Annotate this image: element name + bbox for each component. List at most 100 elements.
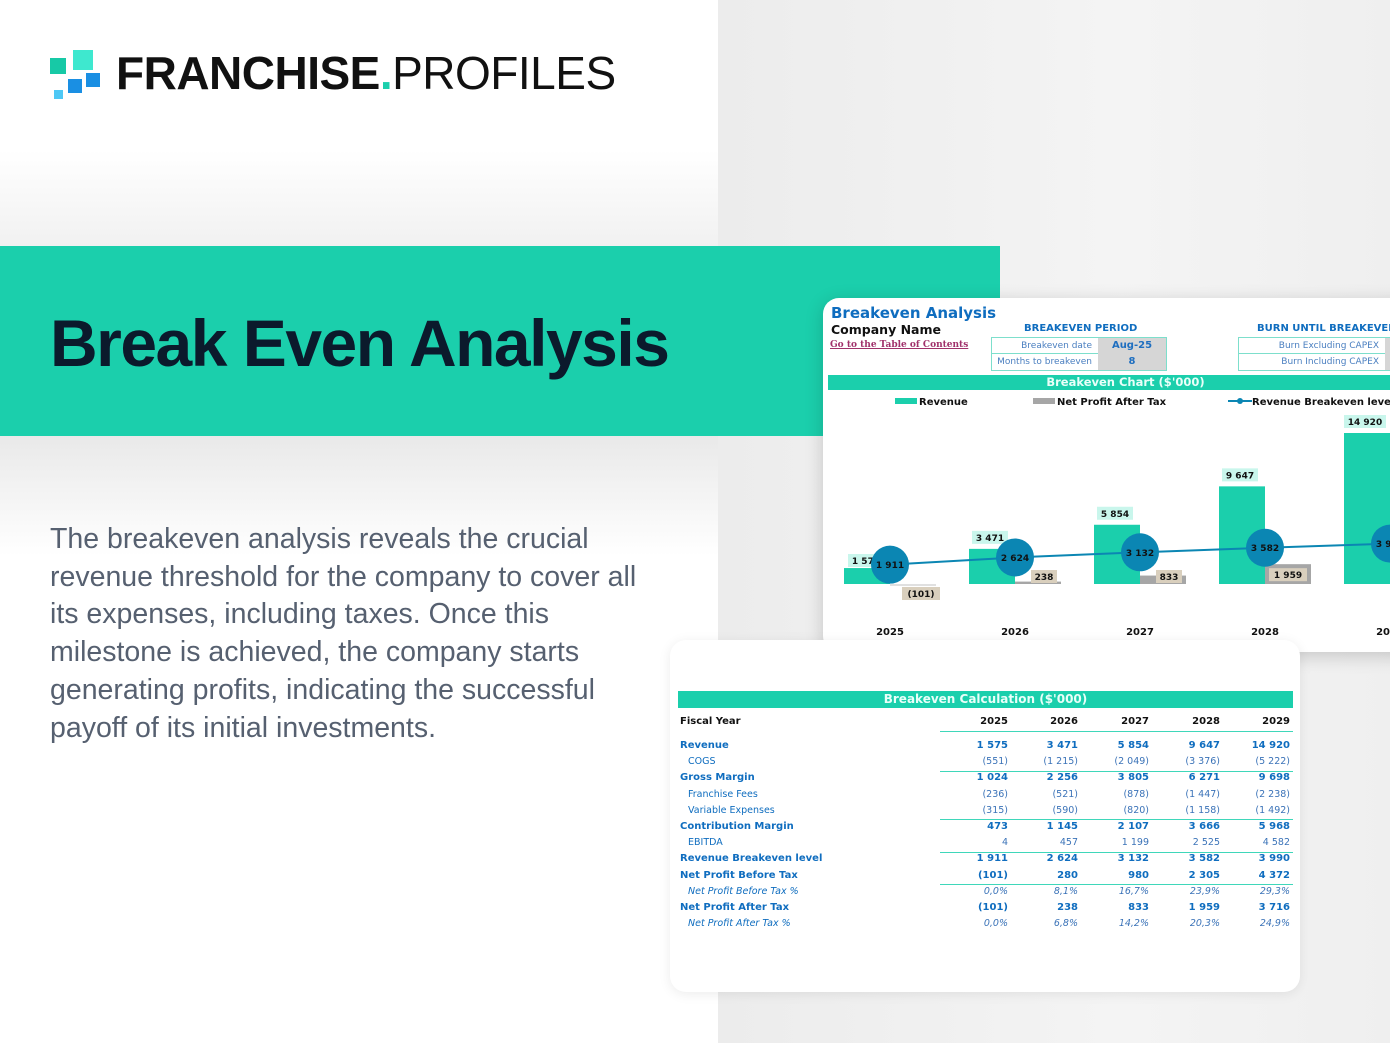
revenue-data-label: 5 854 xyxy=(1101,510,1129,520)
row-label: Revenue xyxy=(680,740,729,751)
breakeven-table: Fiscal Year 2025 2026 2027 2028 2029 Revenue 1 … xyxy=(670,640,1300,992)
row-label: EBITDA xyxy=(688,837,723,849)
cell-value: 14,2% xyxy=(1118,918,1149,930)
cell-value: 3 805 xyxy=(1117,772,1149,784)
cell-value: (551) xyxy=(982,756,1008,768)
cell-value: 2026 xyxy=(1050,716,1078,727)
table-row: EBITDA 4 457 1 199 2 525 4 582 xyxy=(680,835,1293,851)
net-profit-data-label: (101) xyxy=(907,590,934,600)
x-tick-label: 2029 xyxy=(1376,627,1390,638)
months-value: 8 xyxy=(1098,354,1166,370)
table-row: Net Profit Before Tax % 0,0% 8,1% 16,7% 23,9… xyxy=(680,884,1293,900)
breakeven-data-label: 3 990 xyxy=(1376,540,1390,550)
cell-value: 980 xyxy=(1128,869,1149,881)
cell-value: 2025 xyxy=(980,716,1008,727)
cell-value: (590) xyxy=(1052,804,1078,816)
breakeven-marker xyxy=(1371,524,1390,563)
cell-value: 473 xyxy=(987,821,1008,832)
table-row: Franchise Fees (236) (521) (878) (1 447) (2 2… xyxy=(680,787,1293,803)
burn-box: Burn Excluding CAPEX Burn Including CAPE… xyxy=(1238,337,1390,371)
cell-value: 1 024 xyxy=(976,772,1008,784)
chart-title: Breakeven Chart ($'000) xyxy=(828,375,1390,390)
cell-value: (521) xyxy=(1052,788,1078,800)
row-label: Fiscal Year xyxy=(680,716,741,727)
breakeven-date-label: Breakeven date xyxy=(1021,341,1092,351)
cell-value: 2029 xyxy=(1262,716,1290,727)
row-label: Net Profit After Tax xyxy=(680,902,790,913)
cell-value: 6 271 xyxy=(1188,772,1220,784)
cell-value: (820) xyxy=(1123,804,1149,816)
description: The breakeven analysis reveals the cruci… xyxy=(50,523,637,744)
cell-value: 3 990 xyxy=(1258,853,1290,865)
cell-value: 4 xyxy=(1001,837,1008,849)
row-label: Net Profit Before Tax % xyxy=(688,885,799,897)
cell-value: 0,0% xyxy=(983,885,1008,897)
cell-value: 5 968 xyxy=(1258,821,1290,832)
cell-value: 2 624 xyxy=(1046,853,1078,865)
cell-value: 3 666 xyxy=(1188,821,1220,832)
row-label: Gross Margin xyxy=(680,772,755,784)
net-profit-label-bg xyxy=(902,587,940,600)
breakeven-marker xyxy=(871,545,909,584)
legend-swatch xyxy=(895,398,917,404)
revenue-label-bg xyxy=(1344,415,1386,428)
net-profit-data-label: 833 xyxy=(1160,573,1179,583)
cell-value: 16,7% xyxy=(1118,885,1149,897)
row-label: Net Profit Before Tax xyxy=(680,869,798,881)
row-divider xyxy=(940,731,1293,732)
page-title: Break Even Analysis xyxy=(50,306,670,380)
cell-value: 3 582 xyxy=(1188,853,1220,865)
cell-value: 6,8% xyxy=(1053,918,1078,930)
row-label: Net Profit After Tax % xyxy=(688,918,791,930)
table-row: COGS (551) (1 215) (2 049) (3 376) (5 222) xyxy=(680,754,1293,770)
cell-value: (101) xyxy=(977,869,1008,881)
row-label: Contribution Margin xyxy=(680,821,794,832)
toc-link[interactable]: Go to the Table of Contents xyxy=(830,340,969,350)
cell-value: 1 575 xyxy=(976,740,1008,751)
breakeven-data-label: 3 582 xyxy=(1251,544,1279,554)
row-divider xyxy=(940,819,1293,821)
cell-value: 2028 xyxy=(1192,716,1220,727)
cell-value: 3 471 xyxy=(1046,740,1078,751)
breakeven-period-box: Breakeven date Aug-25 Months to breakeven… xyxy=(991,337,1167,371)
breakeven-marker xyxy=(996,538,1034,577)
breakeven-marker xyxy=(1246,528,1284,567)
breakeven-date-value: Aug-25 xyxy=(1098,338,1166,354)
revenue-label-bg xyxy=(972,530,1008,544)
cell-value: (5 222) xyxy=(1255,756,1290,768)
table-row: Net Profit After Tax % 0,0% 6,8% 14,2% 20,3%… xyxy=(680,916,1293,932)
months-label: Months to breakeven xyxy=(997,357,1092,367)
net-profit-label-bg xyxy=(1156,570,1182,583)
revenue-data-label: 3 471 xyxy=(976,534,1004,544)
cell-value: 29,3% xyxy=(1259,885,1290,897)
net-profit-data-label: 1 959 xyxy=(1274,571,1302,581)
row-divider xyxy=(940,770,1293,772)
breakeven-period-heading: BREAKEVEN PERIOD xyxy=(1024,323,1138,334)
revenue-data-label: 9 647 xyxy=(1226,471,1254,481)
row-label: Franchise Fees xyxy=(688,788,758,800)
cell-value: 238 xyxy=(1057,902,1078,913)
legend-marker xyxy=(1237,398,1243,404)
cell-value: 2027 xyxy=(1121,716,1149,727)
burn-excl-label: Burn Excluding CAPEX xyxy=(1278,341,1379,351)
cell-value: 280 xyxy=(1057,869,1078,881)
cell-value: 4 582 xyxy=(1262,837,1290,849)
cell-value: (1 447) xyxy=(1185,788,1220,800)
cell-value: (1 492) xyxy=(1255,804,1290,816)
legend-label: Revenue xyxy=(919,397,968,408)
breakeven-data-label: 3 132 xyxy=(1126,549,1154,559)
cell-value: 1 911 xyxy=(976,853,1008,865)
cell-value: 833 xyxy=(1128,902,1149,913)
company-name: Company Name xyxy=(831,322,941,337)
table-header-row: Fiscal Year 2025 2026 2027 2028 2029 xyxy=(680,714,1293,730)
row-label: Revenue Breakeven level xyxy=(680,853,823,865)
cell-value: 2 107 xyxy=(1117,821,1149,832)
revenue-label-bg xyxy=(1222,468,1258,482)
breakeven-marker xyxy=(1121,533,1159,572)
x-tick-label: 2026 xyxy=(1001,627,1029,638)
cell-value: 4 372 xyxy=(1258,869,1290,881)
x-tick-label: 2028 xyxy=(1251,627,1279,638)
breakeven-data-label: 1 911 xyxy=(876,561,904,571)
table-row: Revenue 1 575 3 471 5 854 9 647 14 920 xyxy=(680,738,1293,754)
burn-heading: BURN UNTIL BREAKEVEN xyxy=(1257,323,1390,334)
